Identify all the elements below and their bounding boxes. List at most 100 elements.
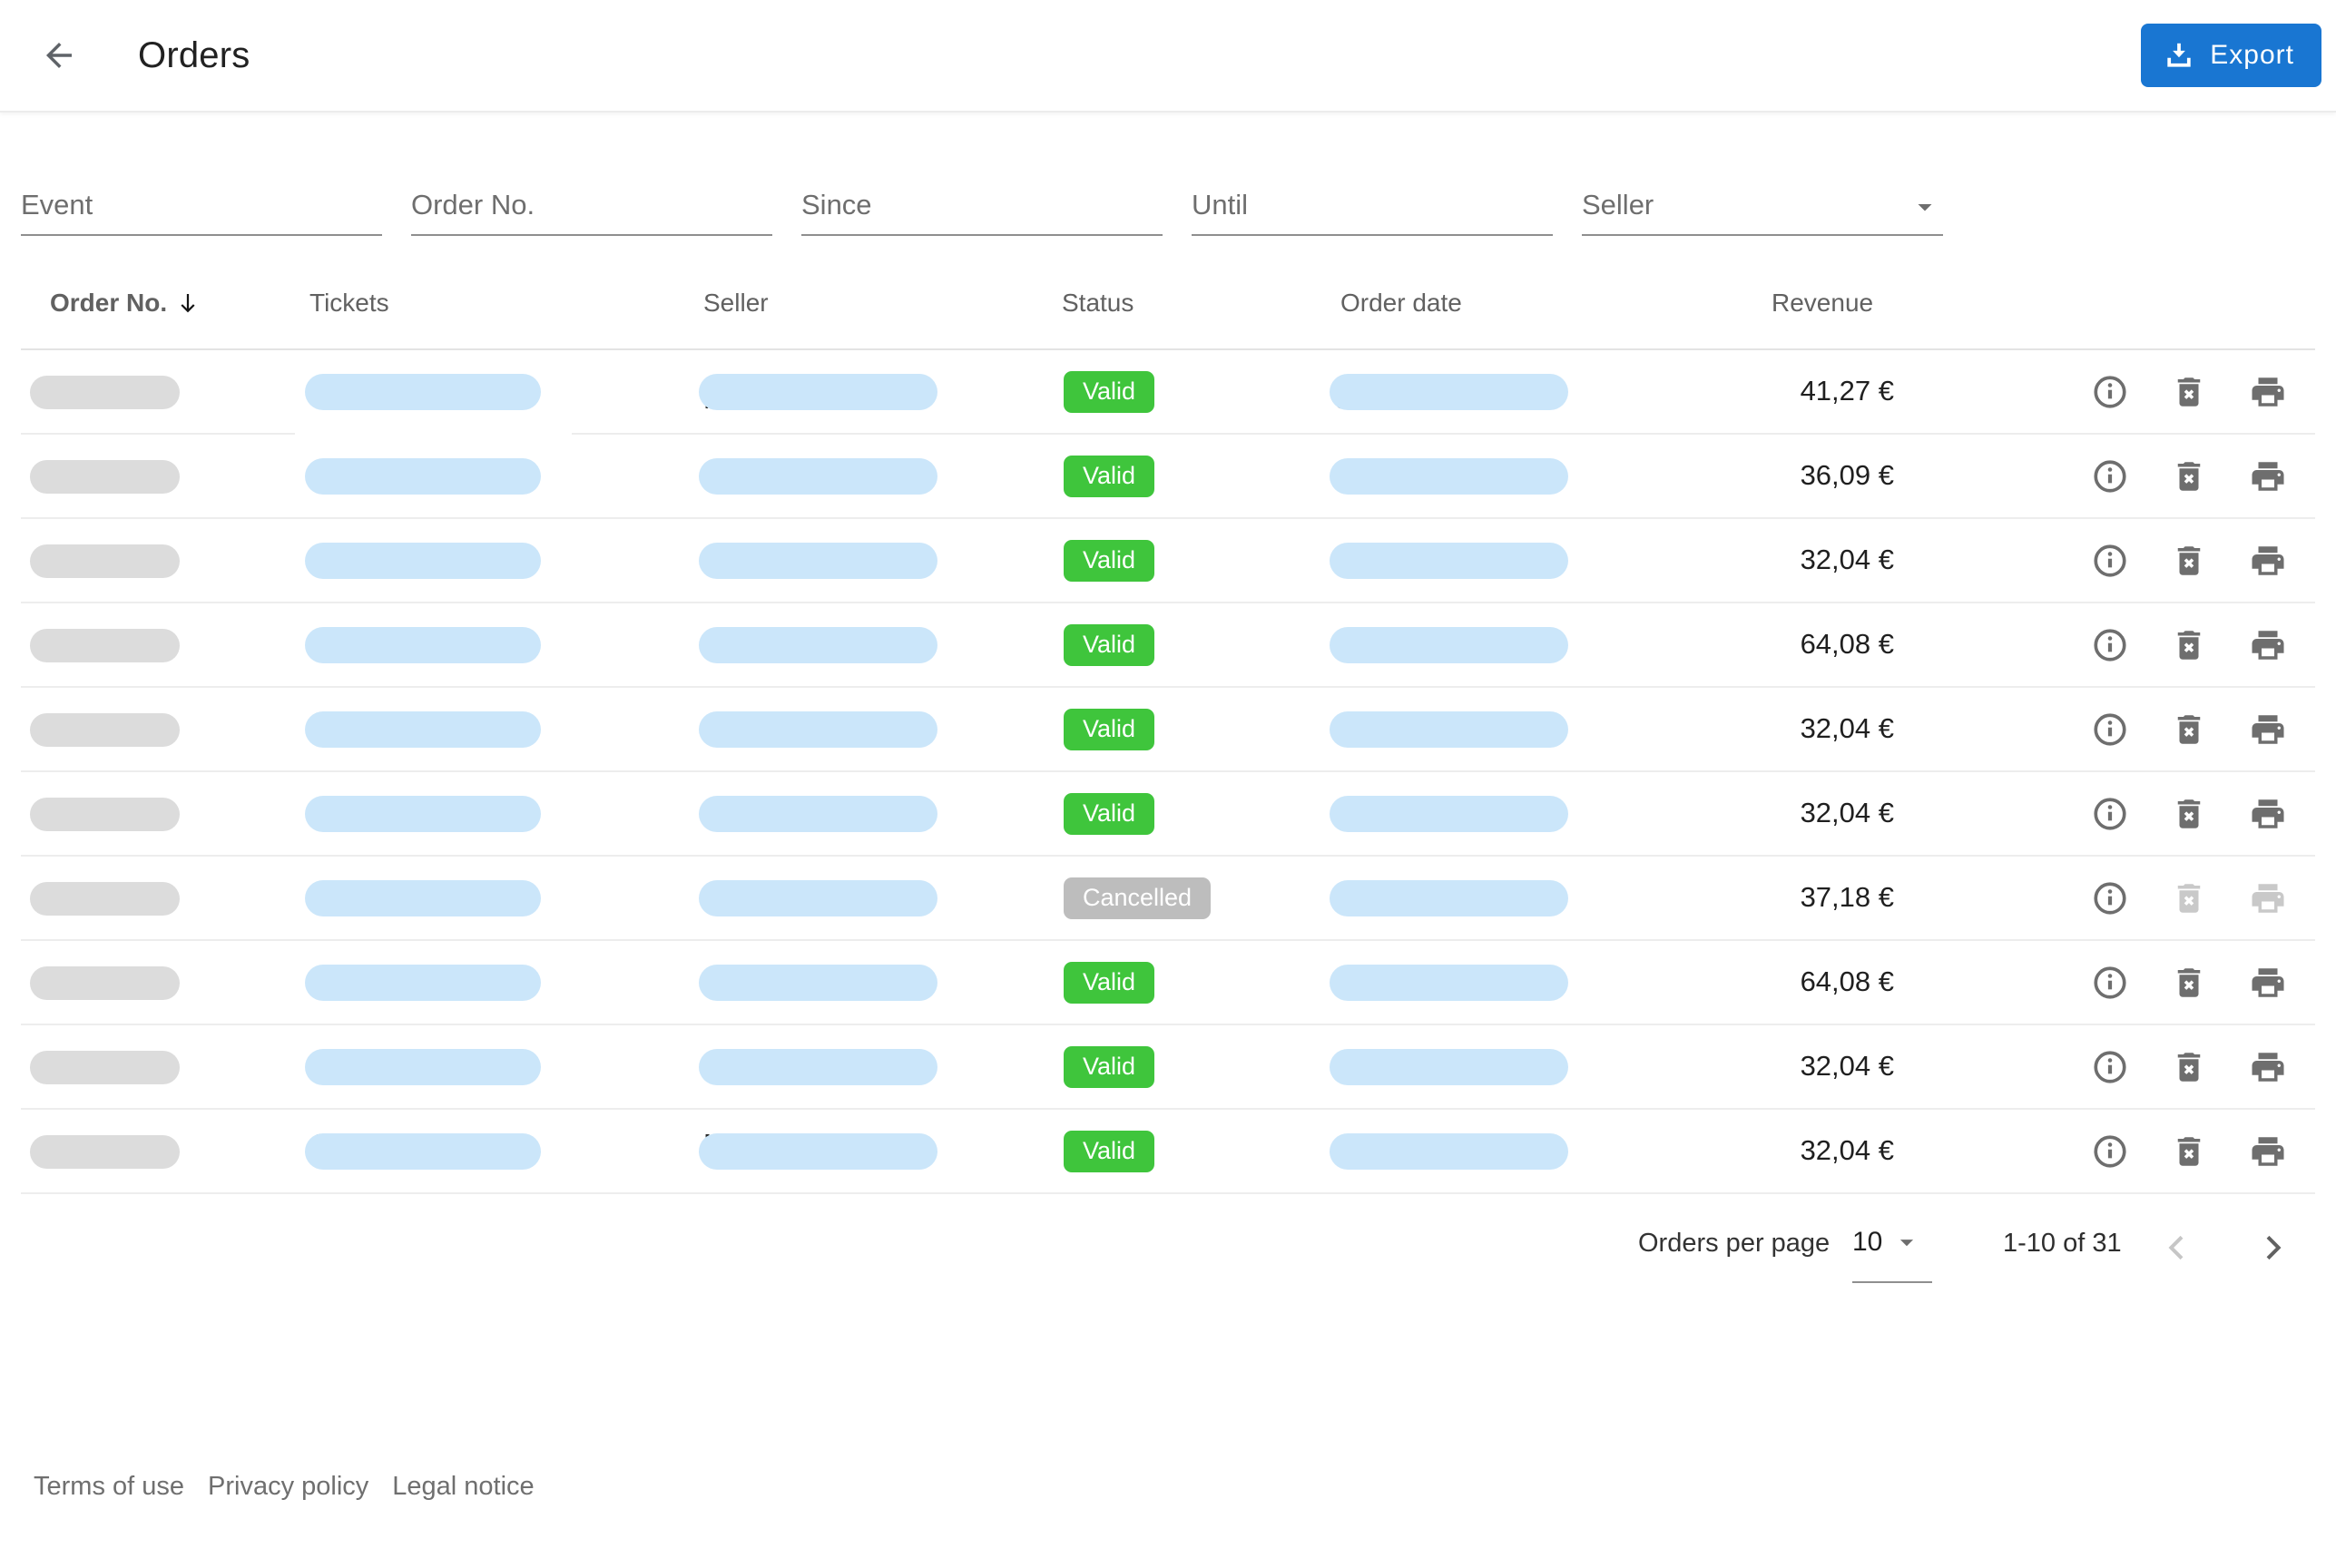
order-date-redacted-pill	[1330, 1048, 1568, 1085]
info-button[interactable]	[2090, 1047, 2130, 1087]
print-order-button[interactable]	[2248, 1047, 2288, 1087]
row-actions	[2090, 456, 2288, 496]
table-row[interactable]: Valid 32,04 €	[21, 1025, 2315, 1110]
seller-redacted-pill	[699, 457, 937, 495]
tickets-redacted-pill	[305, 710, 541, 748]
info-button[interactable]	[2090, 625, 2130, 665]
filter-order-no-input[interactable]: Order No.	[411, 172, 772, 236]
filter-seller-select[interactable]: Seller	[1582, 172, 1943, 236]
table-row[interactable]: Valid 32,04 €	[21, 519, 2315, 603]
seller-redacted-pill	[699, 373, 937, 410]
printer-icon	[2252, 714, 2284, 744]
page-title: Orders	[138, 34, 250, 75]
seller-redacted-pill	[699, 542, 937, 579]
filter-event-input[interactable]: Event	[21, 172, 382, 236]
order-no-redacted-pill	[30, 712, 180, 747]
table-row[interactable]: Valid 64,08 €	[21, 603, 2315, 688]
order-date-redacted-pill	[1330, 373, 1568, 410]
column-header-order-no[interactable]: Order No.	[50, 289, 201, 318]
column-header-revenue[interactable]: Revenue	[1772, 289, 1874, 317]
info-button[interactable]	[2090, 372, 2130, 412]
order-no-redacted-pill	[30, 459, 180, 494]
delete-order-button[interactable]	[2169, 372, 2209, 412]
print-order-button[interactable]	[2248, 456, 2288, 496]
trash-delete-icon	[2177, 461, 2201, 491]
info-button[interactable]	[2090, 1132, 2130, 1171]
column-header-seller[interactable]: Seller	[703, 289, 769, 317]
info-button[interactable]	[2090, 963, 2130, 1003]
column-header-tickets[interactable]: Tickets	[309, 289, 389, 317]
seller-redacted-pill	[699, 1132, 937, 1170]
column-header-status[interactable]: Status	[1062, 289, 1134, 317]
print-order-button[interactable]	[2248, 372, 2288, 412]
page-size-select[interactable]: 10	[1852, 1227, 1922, 1258]
table-row[interactable]: Valid 64,08 €	[21, 941, 2315, 1025]
back-button[interactable]	[33, 29, 85, 82]
export-button[interactable]: Export	[2141, 24, 2321, 87]
print-order-button[interactable]	[2248, 963, 2288, 1003]
order-no-redacted-pill	[30, 375, 180, 409]
row-actions	[2090, 541, 2288, 581]
print-order-button[interactable]	[2248, 1132, 2288, 1171]
delete-order-button[interactable]	[2169, 1132, 2209, 1171]
printer-icon	[2252, 967, 2284, 997]
delete-order-button[interactable]	[2169, 794, 2209, 834]
table-body: Maria Musterfrau Valid 01.07.2020 17:42 …	[21, 350, 2315, 1194]
filter-event-label: Event	[21, 189, 93, 220]
chevron-left-icon	[2168, 1235, 2184, 1260]
order-date-redacted-pill	[1330, 710, 1568, 748]
print-order-button[interactable]	[2248, 625, 2288, 665]
tickets-redacted-pill	[305, 879, 541, 916]
filter-until-label: Until	[1192, 189, 1249, 220]
row-actions	[2090, 372, 2288, 412]
delete-order-button[interactable]	[2169, 963, 2209, 1003]
status-badge: Valid	[1064, 961, 1155, 1004]
table-row[interactable]: Valid 32,04 €	[21, 772, 2315, 857]
table-row[interactable]: Valid 36,09 €	[21, 435, 2315, 519]
pagination-bar: Orders per page 10 1-10 of 31	[0, 1194, 2336, 1303]
delete-order-button	[2169, 878, 2209, 918]
filter-until-input[interactable]: Until	[1192, 172, 1553, 236]
legal-notice-link[interactable]: Legal notice	[392, 1472, 535, 1501]
table-row[interactable]: Symposium Maria Musterfrau Valid 32,04 €	[21, 1110, 2315, 1194]
info-button[interactable]	[2090, 541, 2130, 581]
info-button[interactable]	[2090, 456, 2130, 496]
delete-order-button[interactable]	[2169, 625, 2209, 665]
delete-order-button[interactable]	[2169, 710, 2209, 750]
column-header-order-date[interactable]: Order date	[1340, 289, 1462, 317]
seller-redacted-pill	[699, 879, 937, 916]
redaction-white-box	[295, 427, 572, 438]
delete-order-button[interactable]	[2169, 541, 2209, 581]
revenue-value: 64,08 €	[1800, 627, 1894, 660]
info-button[interactable]	[2090, 710, 2130, 750]
privacy-policy-link[interactable]: Privacy policy	[208, 1472, 369, 1501]
revenue-value: 32,04 €	[1800, 1133, 1894, 1166]
table-row[interactable]: Valid 32,04 €	[21, 688, 2315, 772]
filter-order-no-label: Order No.	[411, 189, 535, 220]
print-order-button[interactable]	[2248, 710, 2288, 750]
revenue-value: 32,04 €	[1800, 711, 1894, 744]
info-button[interactable]	[2090, 878, 2130, 918]
next-page-button[interactable]	[2243, 1218, 2302, 1278]
info-circle-icon	[2094, 881, 2126, 915]
info-button[interactable]	[2090, 794, 2130, 834]
delete-order-button[interactable]	[2169, 456, 2209, 496]
info-circle-icon	[2094, 965, 2126, 999]
table-row[interactable]: Maria Musterfrau Valid 01.07.2020 17:42 …	[21, 350, 2315, 438]
order-no-redacted-pill	[30, 965, 180, 1000]
tickets-redacted-pill	[305, 457, 541, 495]
order-no-redacted-pill	[30, 628, 180, 662]
tickets-redacted-pill	[305, 373, 541, 410]
table-row[interactable]: Cancelled 37,18 €	[21, 857, 2315, 941]
print-order-button[interactable]	[2248, 794, 2288, 834]
order-no-redacted-pill	[30, 881, 180, 916]
trash-delete-icon	[2177, 1136, 2201, 1166]
trash-delete-icon	[2177, 545, 2201, 575]
terms-of-use-link[interactable]: Terms of use	[34, 1472, 184, 1501]
footer-links: Terms of use Privacy policy Legal notice	[34, 1472, 535, 1502]
delete-order-button[interactable]	[2169, 1047, 2209, 1087]
filter-since-input[interactable]: Since	[801, 172, 1163, 236]
print-order-button[interactable]	[2248, 541, 2288, 581]
order-date-redacted-pill	[1330, 1132, 1568, 1170]
orders-page: Orders Export Event Order No. Since Unti…	[0, 24, 2336, 1501]
